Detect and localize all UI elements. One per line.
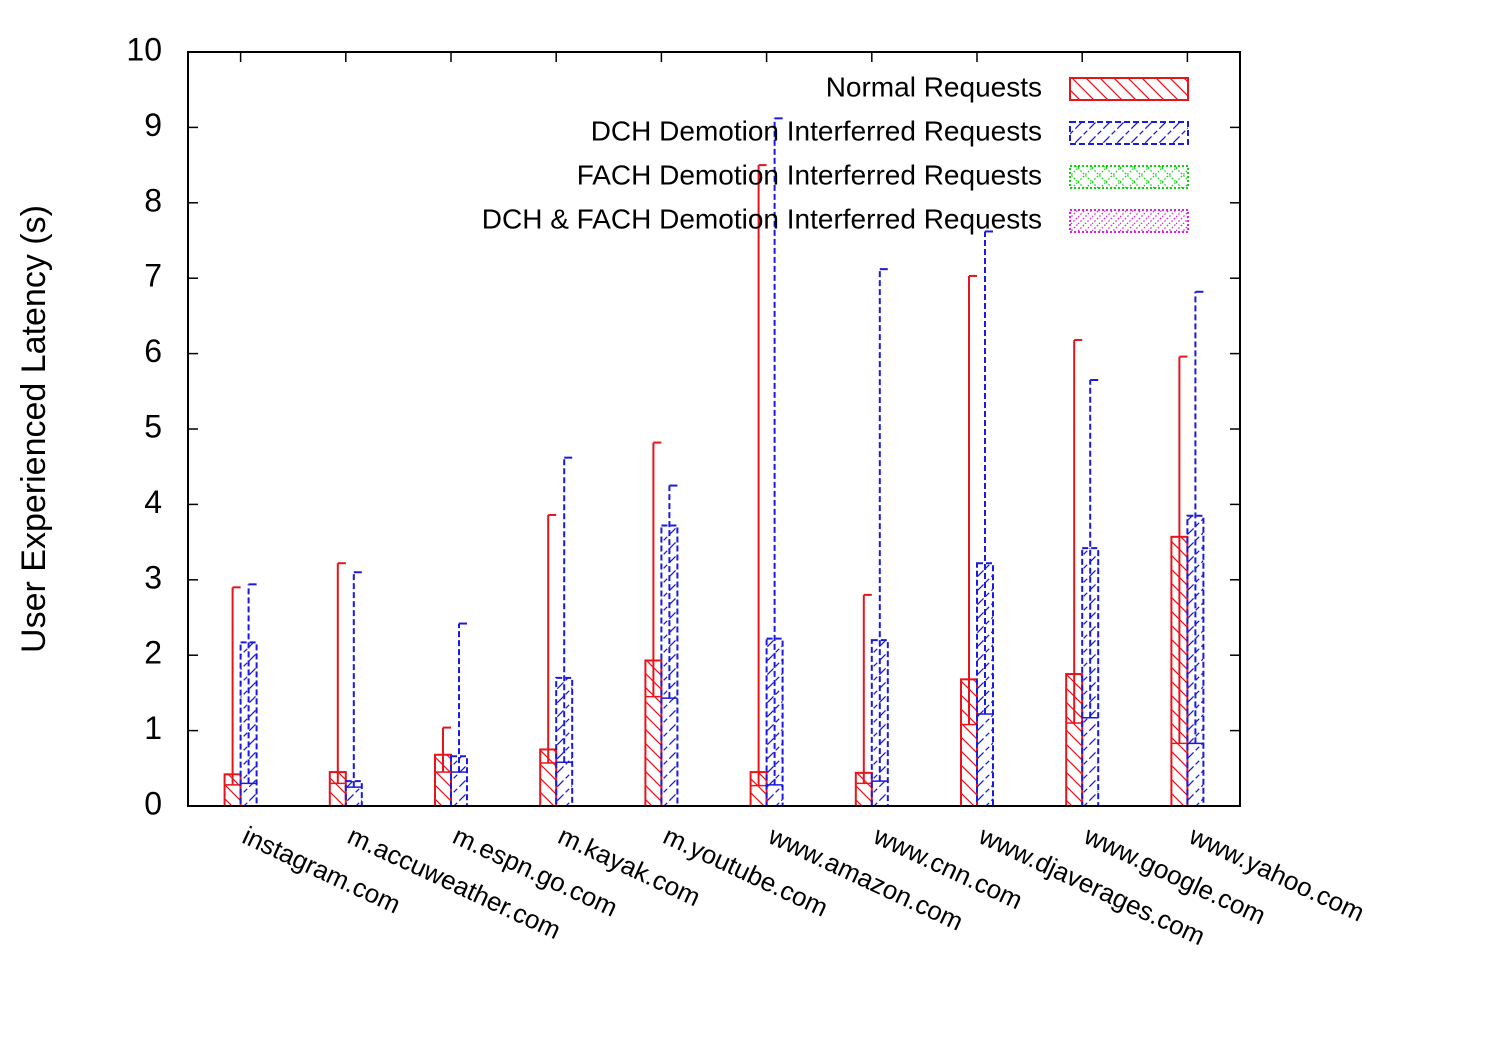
- y-tick-label: 9: [144, 107, 162, 143]
- y-tick-label: 5: [144, 408, 162, 444]
- y-axis-label: User Experienced Latency (s): [15, 205, 53, 653]
- legend-label: DCH Demotion Interferred Requests: [591, 115, 1042, 146]
- y-tick-label: 0: [144, 785, 162, 821]
- y-tick-label: 10: [126, 31, 162, 67]
- x-tick-label: www.yahoo.com: [1184, 820, 1369, 928]
- legend-swatch: [1069, 209, 1189, 233]
- legend-swatch: [1069, 165, 1189, 189]
- legend-label: Normal Requests: [826, 71, 1042, 102]
- y-tick-label: 2: [144, 635, 162, 671]
- y-tick-label: 1: [144, 710, 162, 746]
- y-tick-label: 8: [144, 182, 162, 218]
- legend-label: FACH Demotion Interferred Requests: [577, 159, 1042, 190]
- y-tick-label: 4: [144, 484, 162, 520]
- legend-swatch: [1069, 121, 1189, 145]
- y-tick-label: 3: [144, 559, 162, 595]
- y-tick-label: 6: [144, 333, 162, 369]
- y-tick-label: 7: [144, 258, 162, 294]
- legend-label: DCH & FACH Demotion Interferred Requests: [482, 203, 1042, 234]
- plot-frame: [187, 51, 1241, 807]
- bar: [450, 755, 468, 808]
- legend-swatch: [1069, 77, 1189, 101]
